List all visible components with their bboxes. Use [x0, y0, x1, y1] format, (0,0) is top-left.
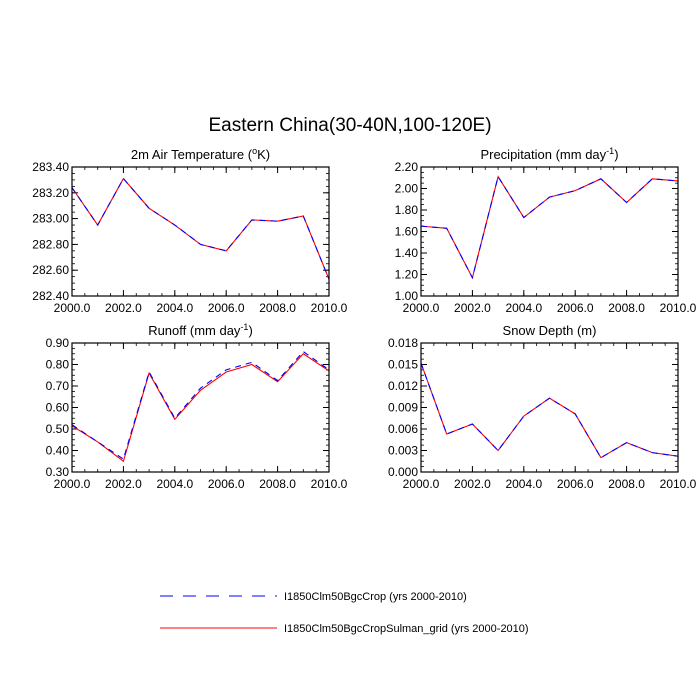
x-tick-label: 2010.0 — [311, 301, 348, 315]
y-tick-label: 1.20 — [395, 268, 419, 282]
series-line-sulman-grid — [420, 175, 679, 280]
y-tick-label: 1.00 — [395, 289, 419, 303]
legend-label-baseline: I1850Clm50BgcCrop (yrs 2000-2010) — [284, 591, 467, 603]
x-tick-label: 2010.0 — [660, 301, 697, 315]
x-tick-label: 2002.0 — [454, 477, 491, 491]
y-tick-label: 1.60 — [395, 225, 419, 239]
y-tick-label: 0.018 — [388, 336, 418, 350]
series-line-sulman-grid — [420, 362, 679, 459]
y-tick-label: 0.80 — [46, 358, 70, 372]
y-tick-label: 283.00 — [32, 212, 69, 226]
plot-frame — [71, 342, 330, 473]
x-tick-label: 2008.0 — [259, 301, 296, 315]
x-tick-label: 2008.0 — [608, 301, 645, 315]
x-tick-label: 2010.0 — [311, 477, 348, 491]
y-tick-label: 282.40 — [32, 289, 69, 303]
y-tick-label: 0.009 — [388, 401, 418, 415]
y-tick-label: 283.20 — [32, 186, 69, 200]
y-tick-label: 0.012 — [388, 379, 418, 393]
panel-air-temperature: 2m Air Temperature (oK) 282.40 282.60 282.8… — [32, 146, 347, 315]
legend-label-sulman-grid: I1850Clm50BgcCropSulman_grid (yrs 2000-2… — [284, 623, 529, 635]
plot-frame — [420, 342, 679, 473]
panel-runoff: Runoff (mm day-1) 0.30 0.40 0.50 0.60 0.70 0.8… — [46, 322, 348, 491]
x-tick-label: 2002.0 — [105, 477, 142, 491]
y-tick-label: 0.90 — [46, 336, 70, 350]
y-tick-label: 282.60 — [32, 263, 69, 277]
legend: I1850Clm50BgcCrop (yrs 2000-2010) I1850C… — [160, 591, 529, 635]
x-tick-label: 2004.0 — [156, 477, 193, 491]
x-tick-label: 2000.0 — [403, 301, 440, 315]
panel-title: Snow Depth (m) — [503, 323, 597, 338]
y-tick-label: 0.015 — [388, 358, 418, 372]
y-tick-label: 2.20 — [395, 160, 419, 174]
series-line-baseline — [420, 362, 679, 459]
y-tick-label: 0.60 — [46, 401, 70, 415]
panel-title: Runoff (mm day-1) — [148, 322, 253, 338]
y-tick-label: 0.70 — [46, 379, 70, 393]
y-tick-label: 0.30 — [46, 465, 70, 479]
x-tick-label: 2006.0 — [557, 477, 594, 491]
x-tick-label: 2000.0 — [403, 477, 440, 491]
x-tick-label: 2000.0 — [54, 301, 91, 315]
x-tick-label: 2008.0 — [259, 477, 296, 491]
x-tick-label: 2002.0 — [454, 301, 491, 315]
panel-title: Precipitation (mm day-1) — [480, 146, 618, 162]
series-line-baseline — [71, 350, 330, 460]
x-tick-label: 2000.0 — [54, 477, 91, 491]
series-line-sulman-grid — [71, 177, 330, 280]
x-tick-label: 2006.0 — [557, 301, 594, 315]
x-tick-label: 2004.0 — [156, 301, 193, 315]
x-tick-label: 2010.0 — [660, 477, 697, 491]
panel-title: 2m Air Temperature (oK) — [131, 146, 270, 162]
y-tick-label: 1.80 — [395, 203, 419, 217]
y-tick-label: 0.50 — [46, 422, 70, 436]
series-line-baseline — [420, 175, 679, 280]
plot-frame — [420, 166, 679, 297]
y-tick-label: 0.000 — [388, 465, 418, 479]
panel-precipitation: Precipitation (mm day-1) 1.00 1.20 1.40 1.60… — [395, 146, 697, 315]
y-tick-label: 283.40 — [32, 160, 69, 174]
plot-frame — [71, 166, 330, 297]
x-tick-label: 2008.0 — [608, 477, 645, 491]
panel-snow-depth: Snow Depth (m) 0.000 0.003 0.006 0.009 0.012 0… — [388, 323, 697, 491]
y-tick-label: 0.003 — [388, 444, 418, 458]
x-tick-label: 2002.0 — [105, 301, 142, 315]
x-tick-label: 2004.0 — [505, 477, 542, 491]
series-line-baseline — [71, 177, 330, 280]
y-tick-label: 0.40 — [46, 444, 70, 458]
x-tick-label: 2006.0 — [208, 477, 245, 491]
y-tick-label: 282.80 — [32, 237, 69, 251]
figure-title: Eastern China(30-40N,100-120E) — [208, 115, 491, 136]
x-tick-label: 2006.0 — [208, 301, 245, 315]
series-line-sulman-grid — [71, 353, 330, 463]
y-tick-label: 1.40 — [395, 246, 419, 260]
y-tick-label: 2.00 — [395, 182, 419, 196]
x-tick-label: 2004.0 — [505, 301, 542, 315]
y-tick-label: 0.006 — [388, 422, 418, 436]
